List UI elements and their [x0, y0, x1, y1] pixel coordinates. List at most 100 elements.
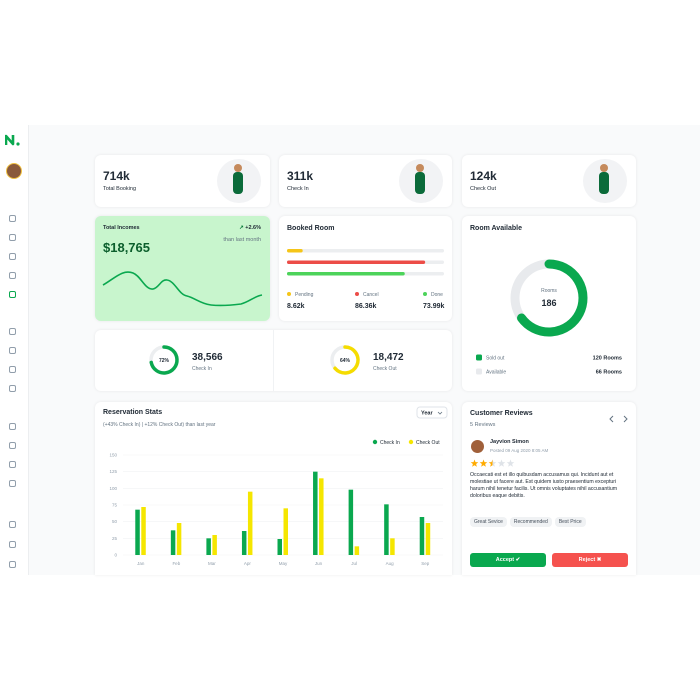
illustration-figure — [233, 172, 243, 194]
y-tick-label: 50 — [112, 519, 118, 524]
booked-value: 73.99k — [423, 303, 445, 310]
illustration-head — [600, 164, 608, 172]
donut-label: Rooms — [541, 288, 557, 294]
sidebar-icon[interactable] — [9, 442, 16, 449]
stat-card: 124k Check Out — [462, 155, 636, 207]
progress-bar — [287, 272, 405, 276]
x-tick-label: Jan — [137, 561, 145, 566]
booked-label: Cancel — [363, 292, 379, 298]
reject-label[interactable]: Reject — [578, 557, 596, 563]
donut-arc — [516, 259, 588, 337]
sidebar-icon[interactable] — [9, 521, 16, 528]
legend-dot — [355, 292, 359, 296]
sidebar-icon[interactable] — [9, 385, 16, 392]
bar — [390, 538, 395, 555]
sidebar-icon[interactable] — [9, 480, 16, 487]
booked-value: 86.36k — [355, 303, 377, 310]
sidebar-icon[interactable] — [9, 215, 16, 222]
check-value: 18,472 — [373, 352, 404, 363]
accept-label[interactable]: Accept — [495, 557, 515, 563]
x-tick-label: Jul — [351, 561, 357, 566]
bar — [170, 530, 176, 555]
select-caret — [437, 411, 443, 415]
check-label: Check Out — [373, 366, 397, 372]
bar — [313, 471, 318, 555]
bar — [135, 509, 140, 555]
prev-button[interactable] — [609, 415, 614, 423]
bar — [247, 491, 253, 555]
progress-track — [287, 249, 444, 253]
income-card: Total Incomes ↗ +2.6% than last month $1… — [95, 216, 270, 321]
booked-room-bars: Pending 8.62k Cancel 86.36k Done 73.99k — [287, 249, 445, 310]
sidebar-icon[interactable] — [9, 366, 16, 373]
income-change-value: +2.6% — [245, 225, 261, 231]
review-nav — [609, 415, 628, 423]
review-stars — [470, 459, 515, 467]
ring-arc — [333, 345, 360, 375]
ring-label: 72% — [159, 358, 170, 364]
sidebar-icon[interactable] — [9, 328, 16, 335]
bar — [241, 531, 247, 555]
star — [470, 459, 479, 467]
sidebar-icon[interactable] — [9, 423, 16, 430]
bar — [212, 535, 217, 555]
x-tick-label: Sep — [421, 561, 430, 566]
income-change: ↗ +2.6% — [239, 225, 261, 231]
stat-illustration — [583, 159, 627, 203]
bar — [354, 546, 360, 555]
sidebar-icon[interactable] — [9, 561, 16, 568]
income-title: Total Incomes — [103, 225, 140, 231]
legend-label: Sold out — [486, 356, 505, 362]
illustration-figure — [415, 172, 425, 194]
y-tick-label: 25 — [112, 536, 118, 541]
sidebar-icon[interactable] — [9, 347, 16, 354]
sidebar-icon[interactable] — [9, 541, 16, 548]
period-select-label[interactable]: Year — [421, 411, 433, 417]
bar — [384, 504, 389, 555]
legend-swatch — [476, 354, 482, 361]
stat-illustration — [217, 159, 261, 203]
accept-button[interactable]: Accept ✔ — [470, 553, 546, 567]
stat-label: Total Booking — [103, 186, 137, 192]
progress-bar — [287, 260, 426, 264]
period-select[interactable] — [416, 406, 448, 419]
sidebar-avatar[interactable] — [6, 163, 22, 179]
review-tag: Recommended — [509, 517, 552, 527]
logo[interactable] — [5, 134, 21, 146]
reservation-chart: Reservation Stats (+43% Check In) | +12%… — [103, 406, 448, 566]
check-rings: 72% 38,566 Check In 64% 18,472 Check Out — [149, 345, 404, 375]
stat-value: 124k — [470, 169, 497, 183]
room-available-card: Room Available Rooms 186 Sold out 120 Rooms… — [462, 216, 636, 391]
bar — [141, 507, 146, 555]
stat-illustration — [399, 159, 443, 203]
sidebar-icon[interactable] — [9, 461, 16, 468]
sidebar-icon[interactable] — [9, 253, 16, 260]
y-tick-label: 0 — [114, 553, 117, 558]
stat-card: 714k Total Booking — [95, 155, 270, 207]
next-button[interactable] — [623, 415, 628, 423]
reviews-count: 5 Reviews — [470, 422, 496, 428]
bar — [348, 489, 354, 555]
room-available-title: Room Available — [470, 225, 522, 232]
booked-label: Pending — [295, 292, 314, 298]
ring-arc — [149, 345, 179, 375]
sidebar-icon[interactable] — [9, 291, 16, 298]
x-tick-label: Mar — [208, 561, 216, 566]
check-label: Check In — [192, 366, 212, 372]
legend-value: 120 Rooms — [593, 356, 622, 362]
review-text: Occaecati est et illo quibusdam accusamu… — [470, 472, 618, 499]
bar — [319, 478, 324, 555]
sidebar-icon[interactable] — [9, 272, 16, 279]
reject-button[interactable]: Reject ✖ — [552, 553, 628, 567]
star — [506, 459, 515, 467]
progress-bar — [287, 249, 303, 253]
legend-dot — [423, 292, 427, 296]
ring-label: 64% — [340, 358, 351, 364]
check-card: 72% 38,566 Check In 64% 18,472 Check Out — [95, 330, 452, 391]
illustration-figure — [599, 172, 609, 194]
x-tick-label: Jun — [315, 561, 323, 566]
sidebar-icon[interactable] — [9, 234, 16, 241]
reviewer-name: Jayvion Simon — [490, 439, 529, 445]
